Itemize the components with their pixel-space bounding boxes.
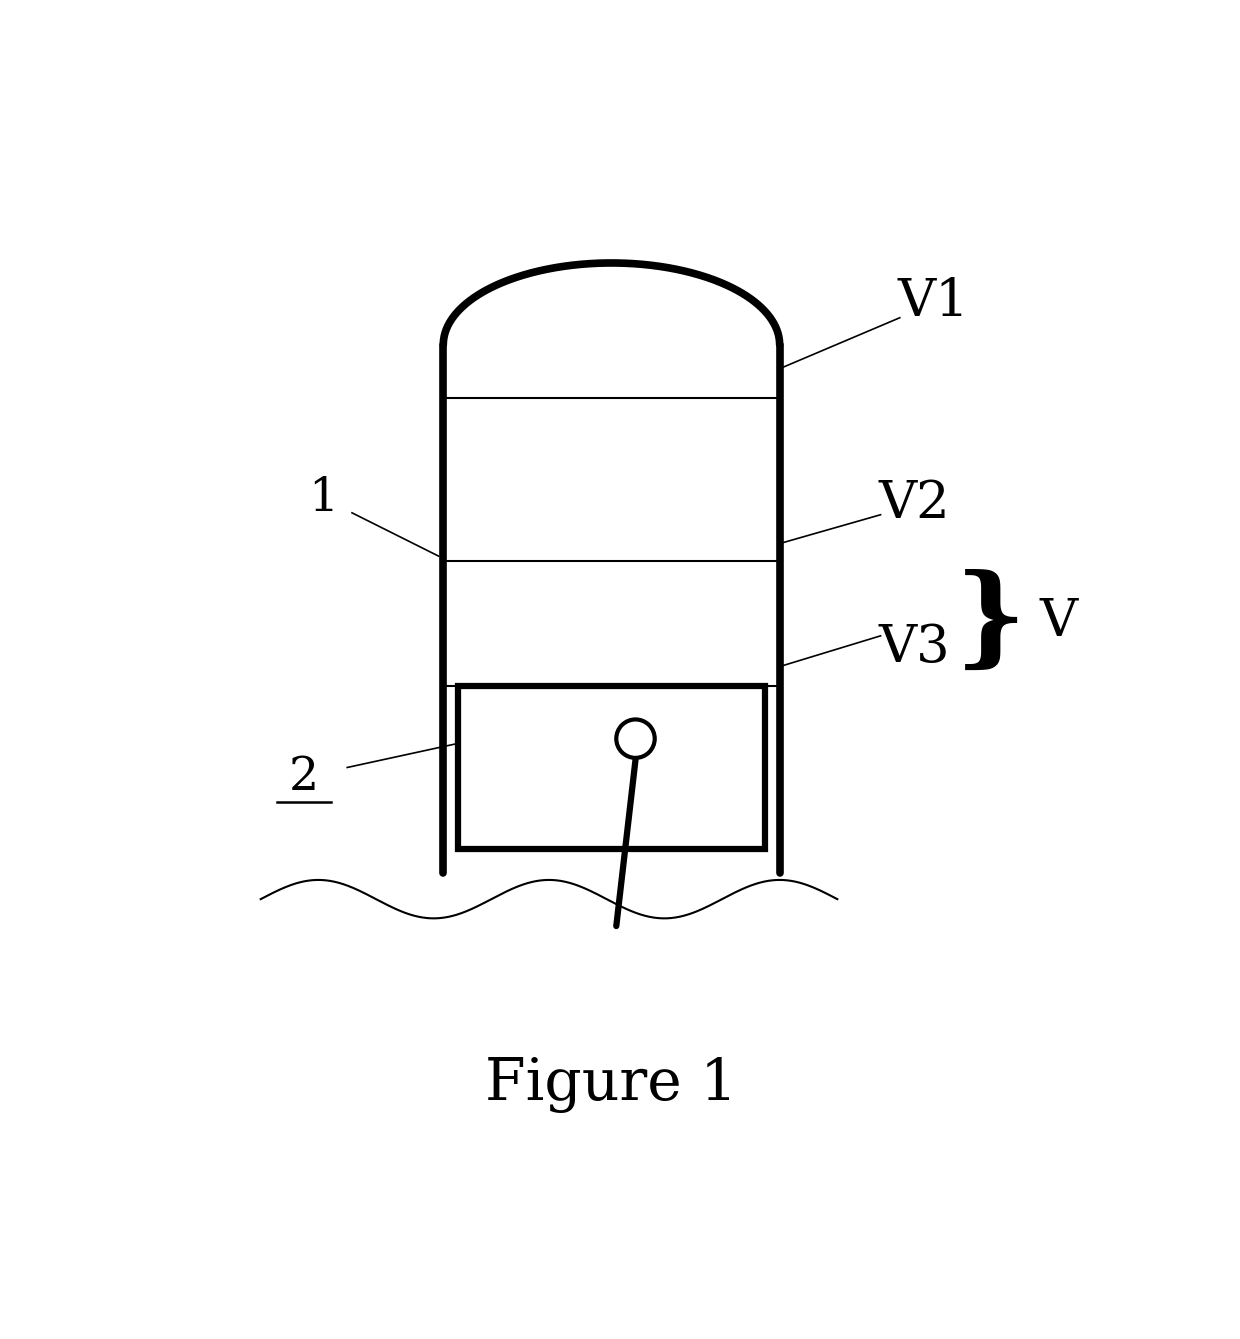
Text: 2: 2: [289, 754, 319, 799]
Text: V2: V2: [878, 478, 950, 529]
Text: Figure 1: Figure 1: [485, 1056, 738, 1113]
Circle shape: [616, 719, 655, 758]
Bar: [458, 686, 765, 849]
Text: V: V: [1039, 596, 1078, 647]
Text: 1: 1: [308, 475, 339, 521]
Text: }: }: [955, 568, 1027, 675]
Text: V1: V1: [898, 276, 970, 327]
Text: V3: V3: [878, 621, 950, 674]
